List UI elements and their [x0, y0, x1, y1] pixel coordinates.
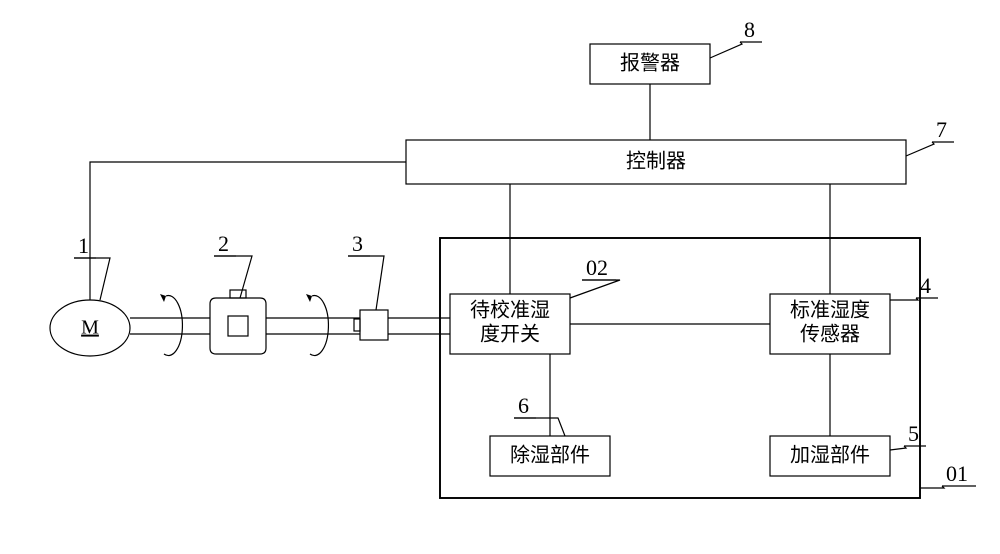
svg-text:度开关: 度开关	[480, 323, 540, 346]
svg-text:7: 7	[936, 117, 947, 142]
svg-text:加湿部件: 加湿部件	[790, 444, 870, 467]
svg-text:M: M	[81, 317, 99, 339]
svg-text:报警器: 报警器	[620, 52, 680, 75]
svg-text:4: 4	[920, 273, 931, 298]
svg-text:8: 8	[744, 17, 755, 42]
svg-text:1: 1	[78, 233, 89, 258]
svg-text:6: 6	[518, 393, 529, 418]
svg-text:标准湿度: 标准湿度	[790, 299, 870, 322]
svg-text:除湿部件: 除湿部件	[510, 444, 590, 467]
svg-text:3: 3	[352, 231, 363, 256]
svg-text:待校准湿: 待校准湿	[470, 299, 550, 322]
svg-text:02: 02	[586, 255, 608, 280]
diagram-canvas: M 待校准湿度开关 标准湿度传感器除湿部件 加湿部件 控制器 报警器 1 2 3 4 5 6 7 8 01 0…	[0, 0, 1000, 554]
svg-text:控制器: 控制器	[626, 150, 686, 173]
svg-text:2: 2	[218, 231, 229, 256]
svg-text:01: 01	[946, 461, 968, 486]
svg-text:传感器: 传感器	[800, 323, 860, 346]
svg-text:5: 5	[908, 421, 919, 446]
